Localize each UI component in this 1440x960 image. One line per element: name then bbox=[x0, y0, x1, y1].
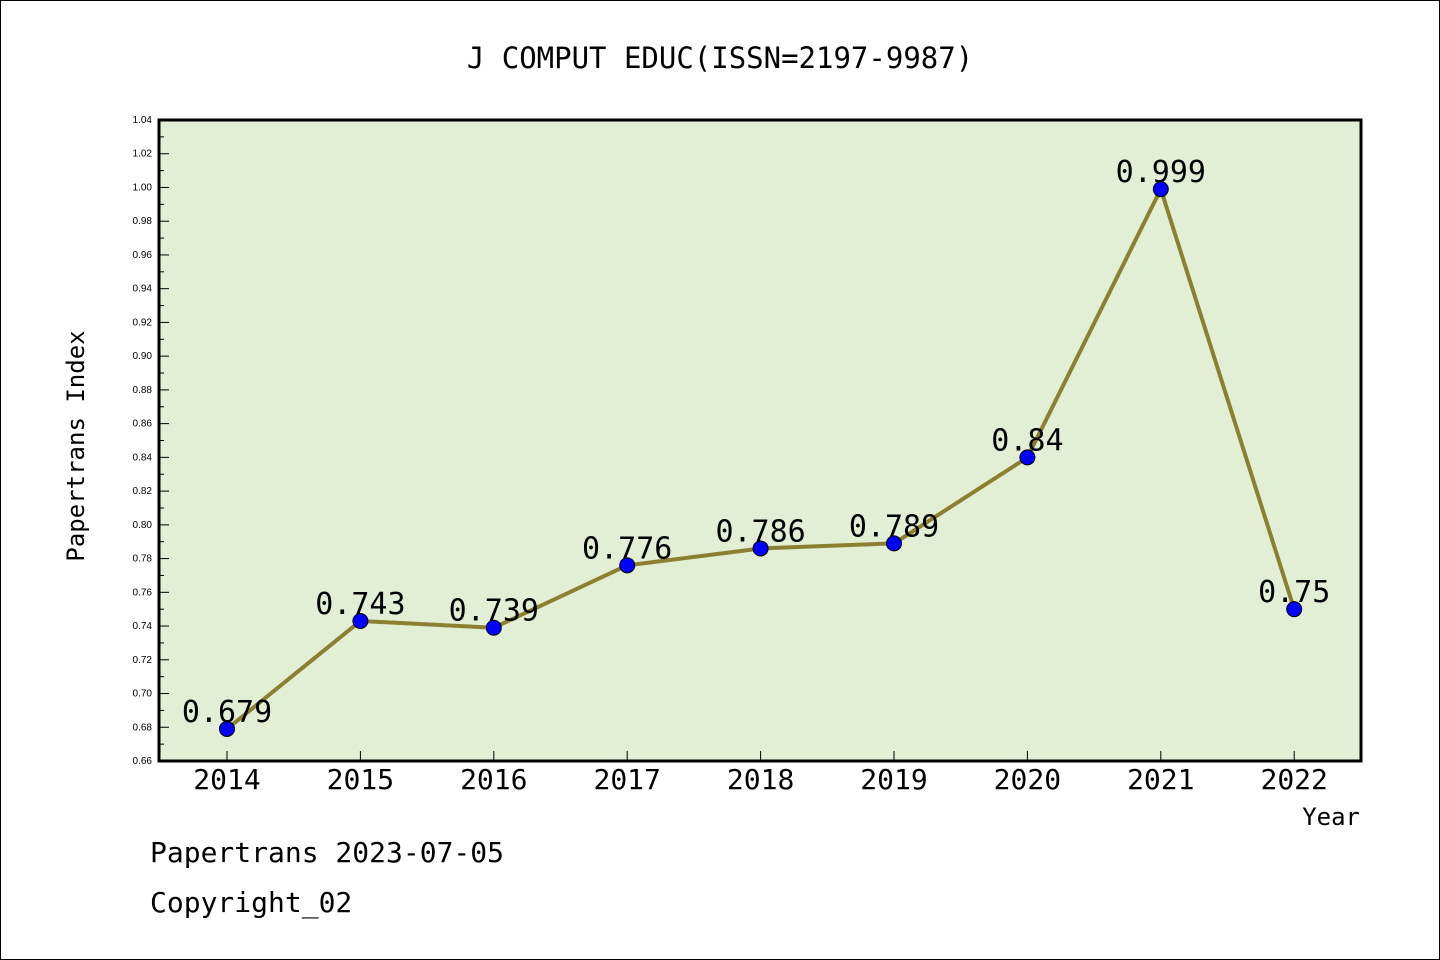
y-tick-label: 0.86 bbox=[133, 419, 153, 430]
y-tick-label: 0.70 bbox=[133, 689, 153, 700]
data-point bbox=[752, 540, 769, 557]
y-tick-label: 0.82 bbox=[133, 486, 153, 497]
data-point bbox=[1152, 181, 1169, 198]
data-labels: 0.679 0.743 0.739 0.776 0.786 0.789 0.84 0.999 0… bbox=[182, 155, 1330, 730]
x-axis-label: Year bbox=[1302, 803, 1360, 831]
x-tick-label: 2017 bbox=[593, 763, 660, 796]
y-tick-label: 0.94 bbox=[133, 284, 153, 295]
y-tick-label: 0.78 bbox=[133, 554, 153, 565]
y-tick-label: 0.92 bbox=[133, 317, 153, 328]
x-tick-label: 2019 bbox=[860, 763, 927, 796]
y-tick-label: 1.00 bbox=[133, 182, 153, 193]
x-tick-label: 2015 bbox=[327, 763, 394, 796]
x-tick-label: 2020 bbox=[994, 763, 1061, 796]
data-point bbox=[1286, 601, 1303, 618]
series-group bbox=[219, 181, 1303, 737]
y-tick-label: 0.66 bbox=[133, 756, 153, 767]
data-label: 0.84 bbox=[991, 423, 1063, 458]
y-tick-label: 0.72 bbox=[133, 655, 153, 666]
y-tick-label: 0.80 bbox=[133, 520, 153, 531]
data-point bbox=[352, 612, 369, 629]
x-tick-label: 2021 bbox=[1127, 763, 1194, 796]
y-tick-label: 1.02 bbox=[133, 149, 153, 160]
y-tick-label: 0.76 bbox=[133, 587, 153, 598]
x-tick-label: 2016 bbox=[460, 763, 527, 796]
data-label: 0.679 bbox=[182, 695, 272, 730]
data-label: 0.999 bbox=[1116, 155, 1206, 190]
data-point bbox=[886, 535, 902, 552]
x-axis: 2014 2015 2016 2017 2018 2019 2020 2021 2022 bbox=[193, 751, 1328, 796]
y-tick-label: 0.90 bbox=[133, 351, 153, 362]
y-tick-label: 1.04 bbox=[133, 115, 153, 126]
y-tick-label: 0.98 bbox=[133, 216, 153, 227]
y-axis-label: Papertrans Index bbox=[62, 330, 90, 561]
data-point bbox=[1019, 449, 1036, 466]
x-tick-label: 2014 bbox=[193, 763, 260, 796]
footer-copyright: Copyright_02 bbox=[150, 886, 353, 919]
data-label: 0.75 bbox=[1258, 575, 1330, 610]
chart-title: J COMPUT EDUC(ISSN=2197-9987) bbox=[467, 41, 973, 75]
data-point bbox=[619, 557, 636, 574]
y-tick-label: 0.88 bbox=[133, 385, 153, 396]
data-label: 0.739 bbox=[449, 594, 539, 629]
data-label: 0.789 bbox=[849, 509, 939, 544]
data-label: 0.743 bbox=[315, 587, 405, 622]
plot-area bbox=[159, 120, 1361, 761]
y-tick-label: 0.74 bbox=[133, 621, 153, 632]
data-point bbox=[219, 720, 235, 737]
plot-border bbox=[157, 118, 1363, 763]
y-tick-label: 0.68 bbox=[133, 722, 153, 733]
y-axis: 0.66 0.68 0.70 0.72 0.74 0.76 0.78 0.80 0.82 0.84… bbox=[133, 115, 169, 767]
data-label: 0.776 bbox=[582, 531, 672, 566]
y-tick-label: 0.84 bbox=[133, 452, 153, 463]
footer-date-line: Papertrans 2023-07-05 bbox=[150, 836, 505, 869]
data-point bbox=[485, 619, 502, 636]
x-tick-label: 2018 bbox=[727, 763, 794, 796]
x-tick-label: 2022 bbox=[1260, 763, 1327, 796]
data-label: 0.786 bbox=[715, 514, 805, 549]
y-tick-label: 0.96 bbox=[133, 250, 153, 261]
